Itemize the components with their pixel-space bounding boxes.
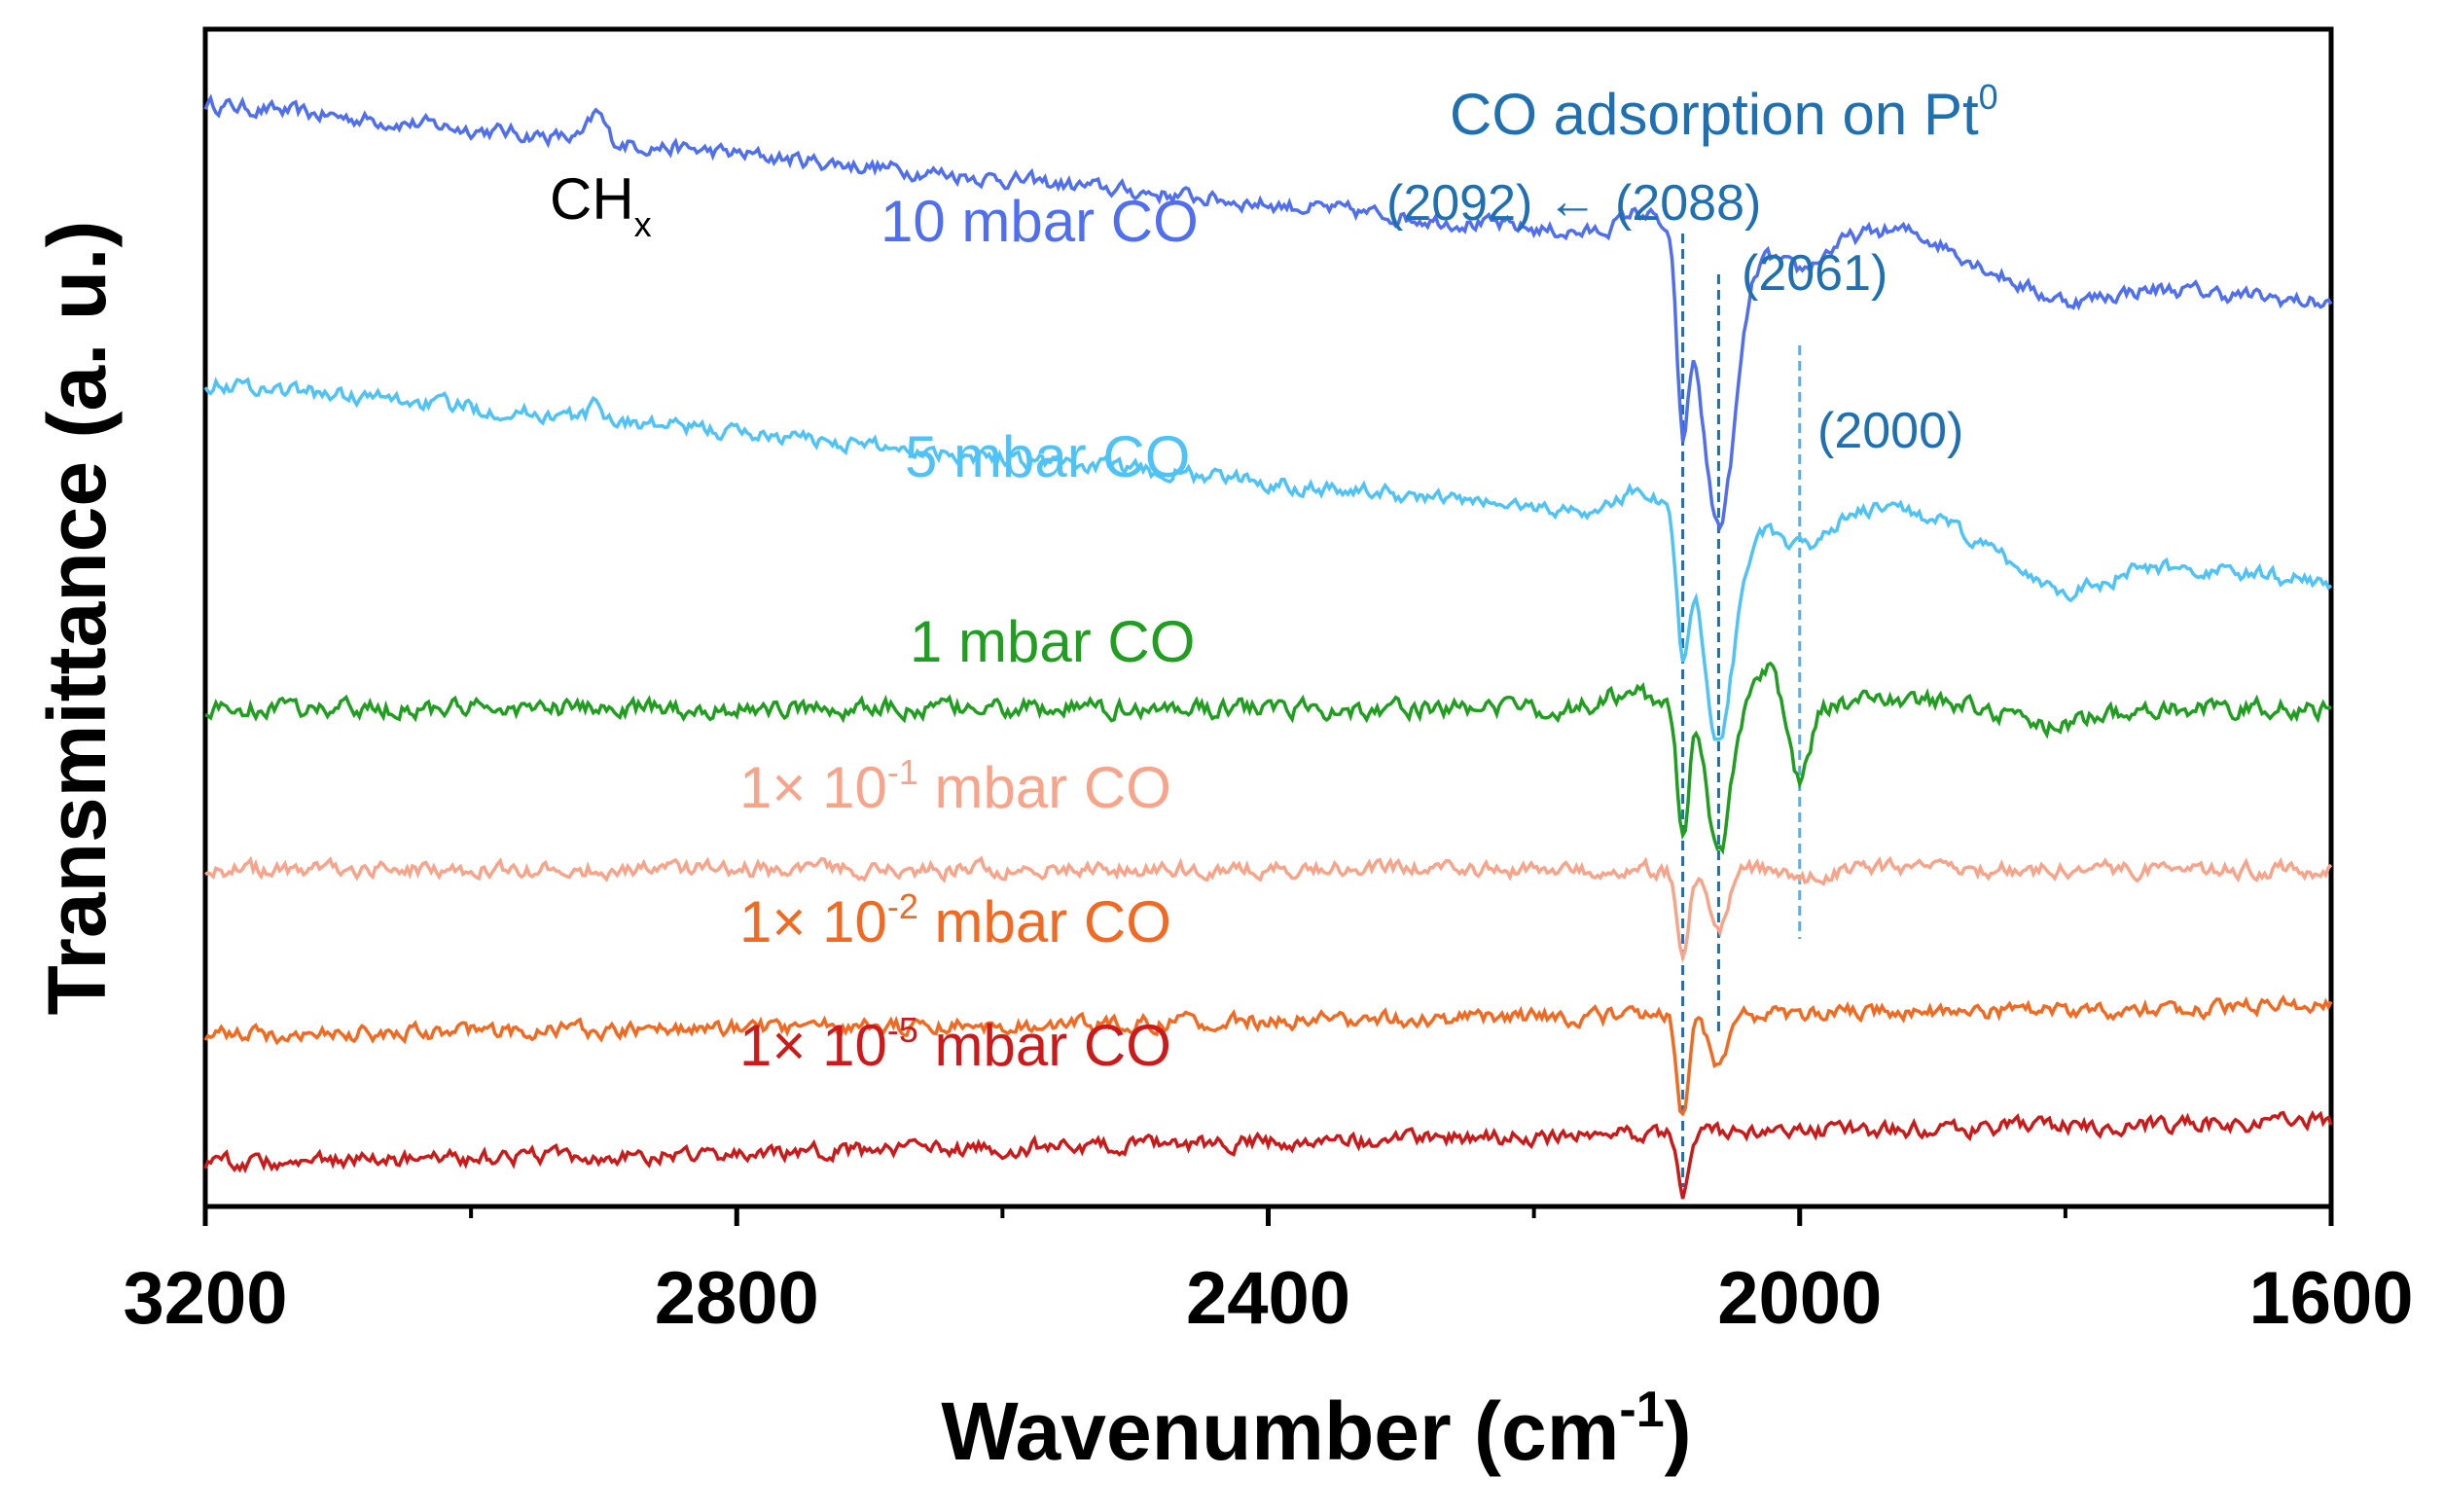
series-label-5mbar: 5 mbar CO	[905, 424, 1190, 489]
series-lines	[203, 93, 2333, 1200]
x-tick-label: 1600	[2248, 1257, 2413, 1340]
annotation-peak-2000: (2000)	[1817, 403, 1963, 459]
series-label-1mbar: 1 mbar CO	[910, 609, 1195, 674]
series-line-3	[204, 855, 2333, 964]
x-tick-label: 2000	[1717, 1257, 1882, 1340]
series-label-1e-5mbar: 1× 10-5 mbar CO	[739, 1010, 1171, 1078]
x-tick-label: 2800	[655, 1257, 819, 1340]
reference-lines	[1681, 234, 1802, 1187]
series-label-10mbar: 10 mbar CO	[881, 189, 1199, 254]
x-tick-label: 3200	[123, 1257, 287, 1340]
series-label-1e-1mbar: 1× 10-1 mbar CO	[739, 752, 1171, 820]
annotation-peak-2061: (2061)	[1742, 245, 1887, 302]
series-label-1e-2mbar: 1× 10-2 mbar CO	[739, 886, 1171, 954]
annotation-peak-2092: (2092)	[1386, 175, 1532, 232]
series-line-1	[203, 377, 2333, 741]
series-line-5	[203, 1109, 2333, 1200]
annotation-chx: CHx	[550, 166, 652, 244]
x-tick-label: 2400	[1186, 1257, 1350, 1340]
y-axis-title: Transmittance (a. u.)	[31, 221, 123, 1016]
annotation-co-adsorption: CO adsorption on Pt0	[1450, 77, 1998, 147]
series-line-4	[203, 994, 2333, 1117]
series-line-0	[203, 93, 2333, 532]
annotation-peak-2088: (2088)	[1615, 175, 1761, 232]
x-axis-ticks: 3200 2800 2400 2000 1600	[123, 1206, 2414, 1340]
x-axis-title: Wavenumber (cm-1)	[941, 1382, 1691, 1477]
annotation-arrow: ←	[1547, 173, 1598, 230]
series-line-2	[204, 661, 2332, 855]
